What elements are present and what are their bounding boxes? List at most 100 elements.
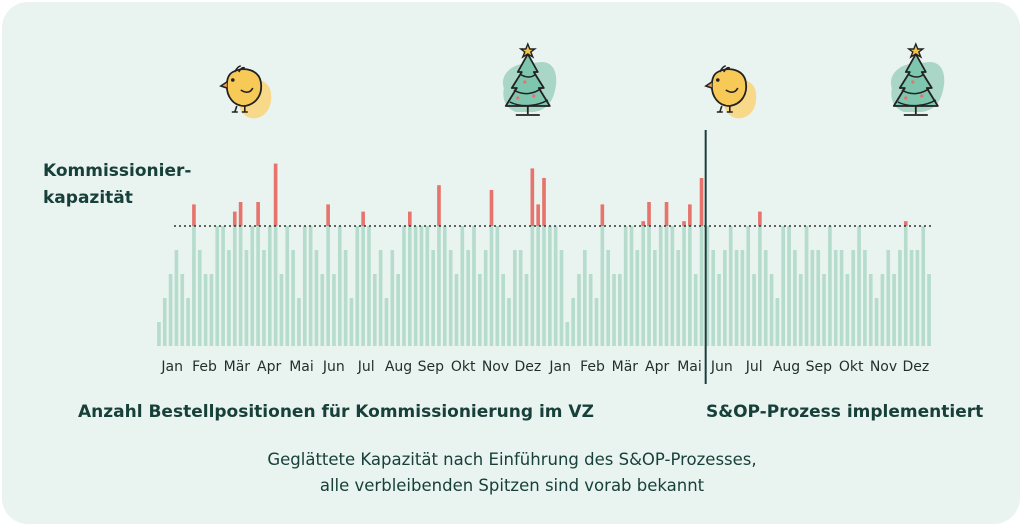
chick-icon [704,65,758,120]
bar [302,226,307,346]
christmas-tree-icon [502,43,558,116]
month-label: Jun [322,359,345,375]
bar [180,274,185,346]
bar [898,250,902,346]
caption-line-2: alle verbleibenden Spitzen sind vorab be… [319,476,705,495]
bar [577,274,581,346]
month-label: Aug [773,359,800,375]
capacity-label-line1: Kommissionier- [43,161,192,181]
month-label: Jul [745,359,763,375]
bar [880,274,885,346]
bar [291,250,295,346]
bar [443,226,447,346]
bar [262,250,266,346]
month-label: Mär [224,359,251,375]
bar [326,226,330,346]
bar-overflow [326,204,330,226]
bar [717,274,721,346]
bar [168,274,173,346]
bar [483,250,488,346]
bar [227,250,231,346]
bar [868,274,873,346]
bar [244,250,249,346]
bar [892,274,896,346]
month-label: Jul [357,359,375,375]
bar [367,226,371,346]
bars-layer [157,163,931,346]
bar [833,250,838,346]
bar-overflow [536,204,540,226]
bar [489,226,494,346]
bar [839,250,844,346]
bar-overflow [530,168,535,226]
bar [915,250,920,346]
bar [361,226,365,346]
bar [332,274,336,346]
bar-overflow [256,202,260,226]
bar-overflow [273,163,278,226]
bar [851,250,856,346]
bar [524,274,529,346]
legend-order-lines: Anzahl Bestellpositionen für Kommissioni… [78,402,594,422]
bar [238,226,243,346]
bar [641,226,645,346]
bar [454,274,459,346]
bar-overflow [238,202,243,226]
bar [530,226,535,346]
bar [670,226,675,346]
month-label: Okt [839,359,864,375]
bar-overflow [647,202,651,226]
bar [612,274,616,346]
bar [740,250,745,346]
bar [775,298,780,346]
bar [337,226,342,346]
bar [758,226,762,346]
bar [787,226,791,346]
bar [903,226,908,346]
bar [822,274,826,346]
bar [828,226,832,346]
capacity-label-line2: kapazität [43,188,133,208]
bar [763,250,768,346]
bar [682,226,686,346]
bar [215,226,220,346]
month-label: Mai [677,359,702,375]
bar [542,226,546,346]
month-label: Jan [548,359,571,375]
bar-overflow [192,204,196,226]
bar [349,298,354,346]
bar [221,226,225,346]
bar [437,226,441,346]
bar [250,226,255,346]
month-label: Jan [160,359,183,375]
bar [308,226,313,346]
bar-overflow [699,178,704,226]
month-label: Dez [902,359,929,375]
bar [396,274,400,346]
bar [688,226,692,346]
bar [273,226,278,346]
bar [285,226,290,346]
bar [343,250,348,346]
bar-overflow [682,221,686,226]
bar [495,226,500,346]
bar [355,226,360,346]
bar [676,250,681,346]
month-label: Aug [385,359,412,375]
month-labels: Jan Feb Mär Apr Mai Jun Jul Aug Sep Okt Nov Dez Jan F… [160,359,929,375]
bar-overflow [758,211,762,226]
bar [320,274,325,346]
bar [804,226,809,346]
bar [746,226,751,346]
month-label: Jun [710,359,733,375]
month-label: Sep [806,359,833,375]
month-label: Feb [192,359,217,375]
bar [174,250,179,346]
month-label: Feb [580,359,605,375]
month-label: Mär [612,359,639,375]
bar [816,250,821,346]
bar [647,226,651,346]
bar [857,226,861,346]
bar [664,226,669,346]
